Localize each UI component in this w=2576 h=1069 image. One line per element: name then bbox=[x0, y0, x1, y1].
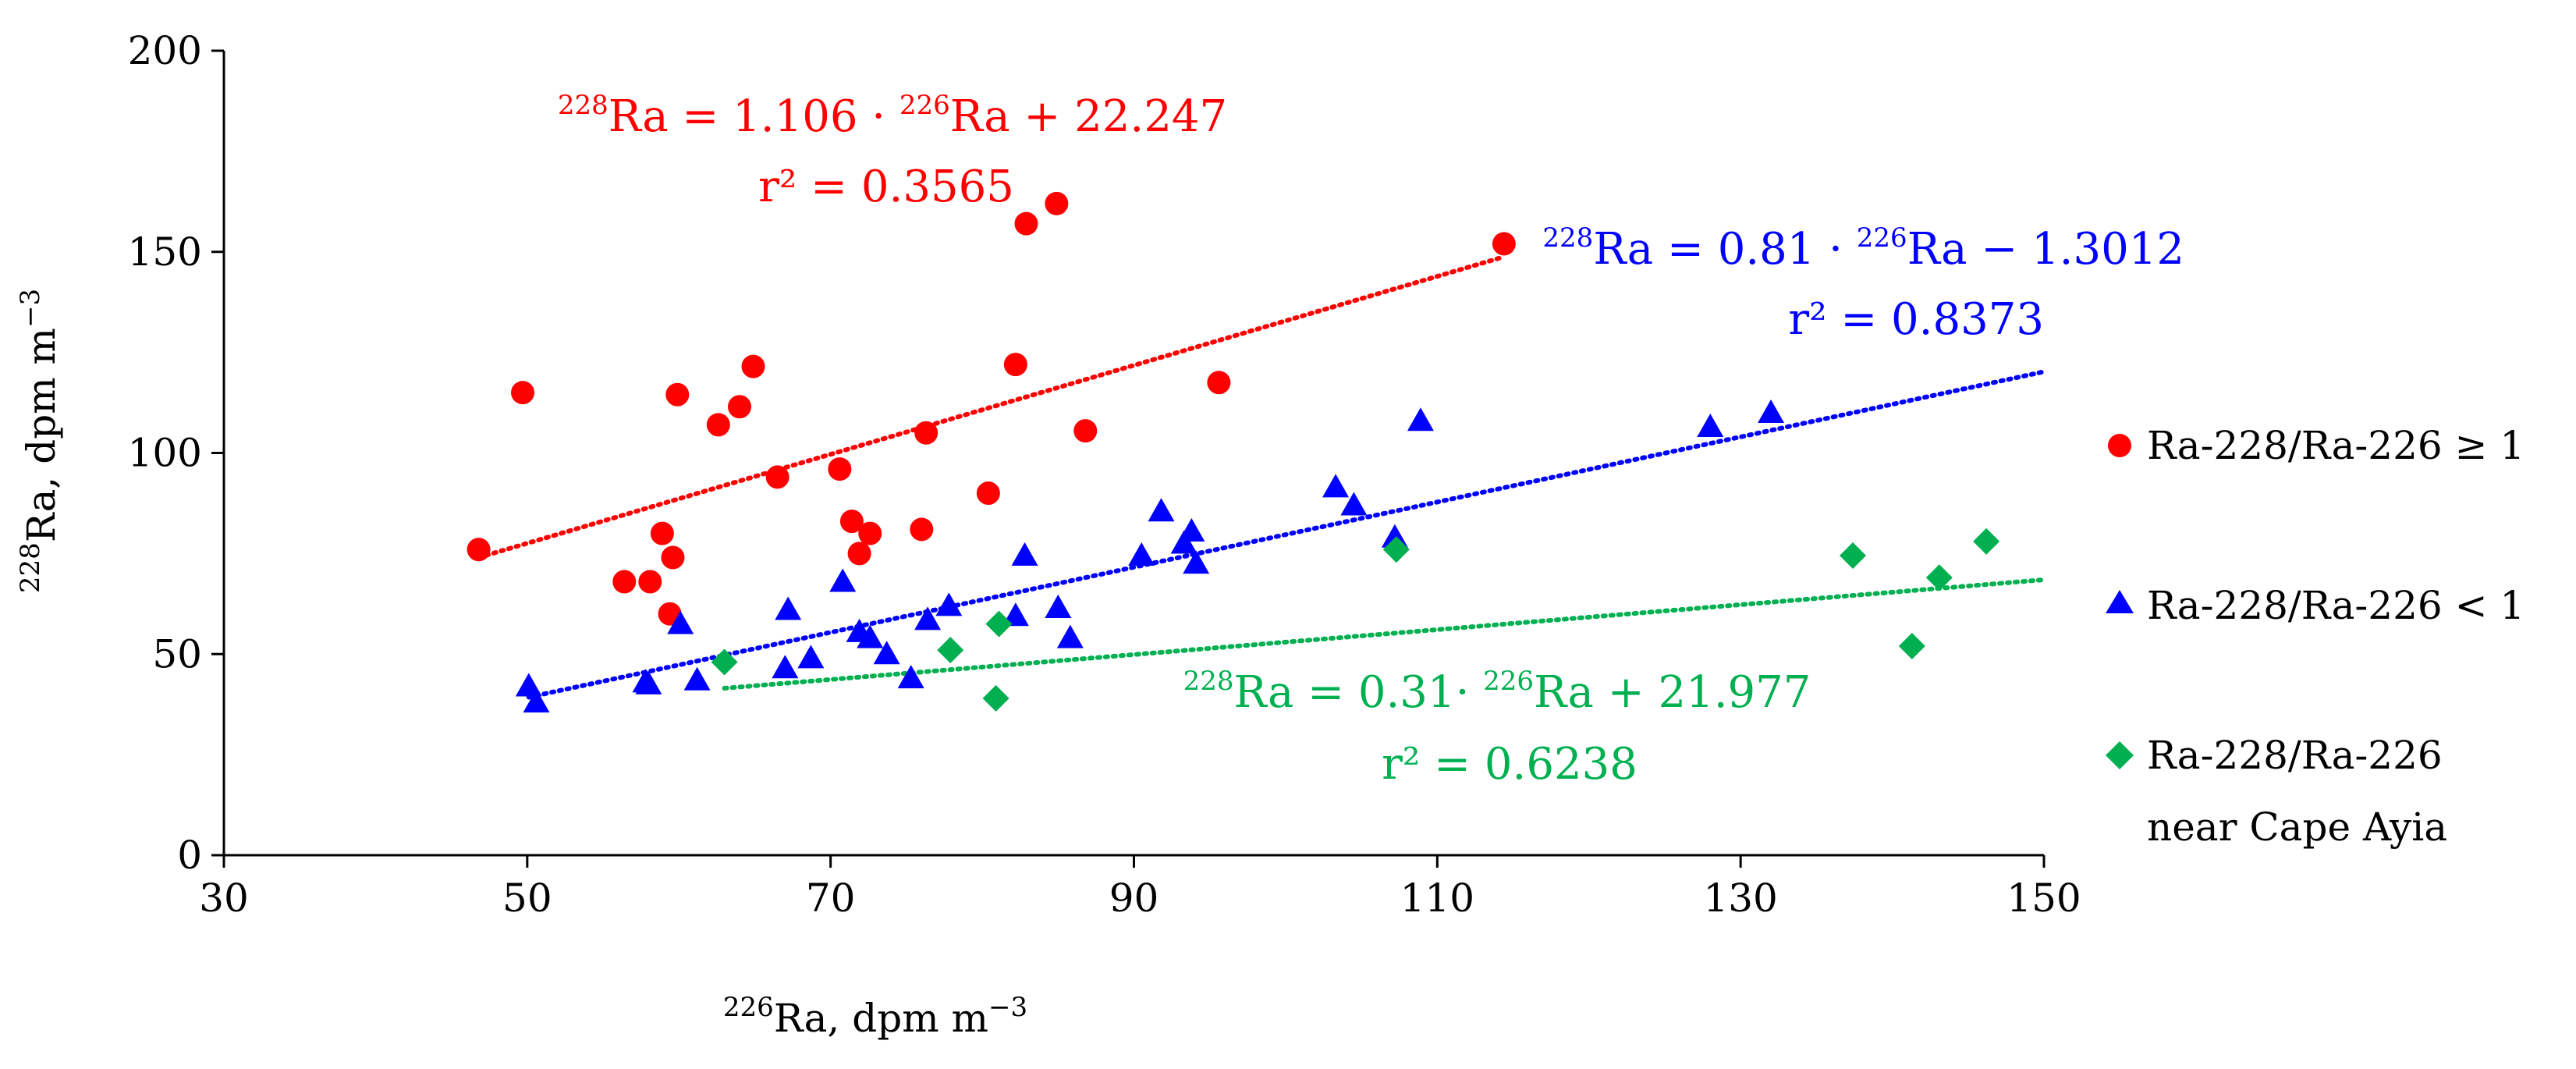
data-point-triangle bbox=[667, 610, 694, 634]
data-point-triangle bbox=[1407, 407, 1434, 432]
blue-trendline-r2: r² = 0.8373 bbox=[1788, 294, 2044, 345]
data-point-triangle bbox=[775, 596, 802, 620]
data-point-circle bbox=[1003, 353, 1027, 377]
legend-label-green-line2: near Cape Ayia bbox=[2147, 804, 2447, 850]
data-point-circle bbox=[847, 542, 871, 566]
x-tick-label: 150 bbox=[2007, 875, 2081, 921]
data-point-circle bbox=[706, 413, 730, 437]
data-point-diamond bbox=[711, 648, 738, 676]
y-tick-label: 150 bbox=[128, 229, 202, 275]
data-point-triangle bbox=[1322, 474, 1350, 498]
data-point-triangle bbox=[797, 645, 825, 669]
data-point-triangle bbox=[523, 689, 550, 713]
data-point-triangle bbox=[1178, 518, 1205, 542]
y-axis-title: 228Ra, dpm m−3 bbox=[15, 289, 64, 593]
data-point-triangle bbox=[1170, 530, 1198, 554]
data-point-circle bbox=[1014, 211, 1038, 236]
x-tick-label: 50 bbox=[502, 875, 552, 921]
data-point-circle bbox=[765, 465, 789, 489]
data-point-triangle bbox=[1045, 594, 1072, 618]
legend-label-green: Ra-228/Ra-226 bbox=[2147, 733, 2443, 778]
trendline-series-0 bbox=[476, 254, 1506, 560]
y-tick-label: 200 bbox=[128, 28, 202, 73]
data-point-circle bbox=[1492, 232, 1516, 256]
data-point-circle bbox=[1073, 419, 1098, 443]
data-points bbox=[467, 191, 2000, 713]
data-point-triangle bbox=[635, 670, 662, 694]
data-point-diamond bbox=[985, 610, 1013, 637]
legend-triangle-marker bbox=[2106, 590, 2134, 613]
green-trendline-r2: r² = 0.6238 bbox=[1382, 739, 1637, 790]
x-tick-label: 90 bbox=[1109, 875, 1159, 921]
data-point-circle bbox=[650, 521, 674, 545]
data-point-circle bbox=[728, 395, 752, 419]
data-point-triangle bbox=[1183, 550, 1210, 574]
data-point-triangle bbox=[1340, 492, 1368, 516]
data-point-circle bbox=[741, 354, 765, 378]
data-point-triangle bbox=[515, 673, 542, 697]
y-tick-label: 50 bbox=[152, 631, 202, 677]
red-trendline-r2: r² = 0.3565 bbox=[758, 162, 1014, 212]
legend: Ra-228/Ra-226 ≥ 1 Ra-228/Ra-226 < 1 Ra-2… bbox=[2106, 423, 2525, 850]
data-point-triangle bbox=[1002, 602, 1029, 627]
data-point-circle bbox=[665, 382, 690, 407]
data-point-triangle bbox=[1148, 498, 1175, 522]
data-point-circle bbox=[914, 421, 939, 445]
axes: 0 50 100 150 200 30 50 70 90 110 130 150 bbox=[128, 28, 2081, 921]
data-point-circle bbox=[1045, 191, 1069, 215]
trendline-series-1 bbox=[526, 369, 2046, 700]
data-point-diamond bbox=[982, 684, 1009, 712]
data-point-circle bbox=[511, 381, 535, 405]
data-point-triangle bbox=[873, 641, 900, 665]
legend-item-green: Ra-228/Ra-226 near Cape Ayia bbox=[2106, 733, 2447, 850]
data-point-diamond bbox=[1382, 536, 1410, 563]
data-point-circle bbox=[638, 570, 662, 594]
y-tick-label: 0 bbox=[177, 833, 202, 878]
data-point-diamond bbox=[937, 637, 964, 664]
data-point-diamond bbox=[1973, 527, 2000, 555]
green-trendline-equation: 228Ra = 0.31· 226Ra + 21.977 bbox=[1183, 666, 1811, 718]
y-tick-label: 100 bbox=[128, 431, 202, 476]
data-point-triangle bbox=[1056, 624, 1084, 648]
x-tick-label: 130 bbox=[1703, 875, 1777, 921]
data-point-triangle bbox=[857, 624, 884, 648]
data-point-triangle bbox=[935, 592, 963, 616]
data-point-triangle bbox=[914, 606, 942, 630]
legend-diamond-marker bbox=[2106, 741, 2134, 769]
x-axis-title: 226Ra, dpm m−3 bbox=[723, 992, 1027, 1041]
legend-circle-marker bbox=[2108, 434, 2131, 457]
data-point-circle bbox=[612, 570, 637, 594]
x-tick-label: 110 bbox=[1400, 875, 1474, 921]
legend-item-red: Ra-228/Ra-226 ≥ 1 bbox=[2108, 423, 2525, 468]
x-tick-label: 70 bbox=[806, 875, 856, 921]
data-point-circle bbox=[661, 545, 685, 570]
legend-label-blue: Ra-228/Ra-226 < 1 bbox=[2147, 583, 2525, 628]
data-point-triangle bbox=[1758, 399, 1785, 423]
data-point-triangle bbox=[1697, 413, 1724, 437]
data-point-circle bbox=[467, 538, 491, 562]
data-point-triangle bbox=[1011, 542, 1038, 566]
data-point-triangle bbox=[772, 655, 799, 679]
data-point-circle bbox=[858, 521, 882, 545]
data-point-triangle bbox=[1128, 542, 1155, 566]
data-point-triangle bbox=[897, 665, 924, 689]
data-point-circle bbox=[1207, 371, 1231, 395]
data-point-triangle bbox=[829, 568, 857, 592]
data-point-diamond bbox=[1925, 564, 1953, 591]
data-point-triangle bbox=[683, 666, 711, 691]
data-point-circle bbox=[976, 481, 1000, 506]
data-point-circle bbox=[910, 517, 934, 542]
legend-label-red: Ra-228/Ra-226 ≥ 1 bbox=[2147, 423, 2525, 468]
legend-item-blue: Ra-228/Ra-226 < 1 bbox=[2106, 583, 2525, 628]
data-point-diamond bbox=[1898, 632, 1925, 659]
data-point-circle bbox=[828, 457, 852, 481]
x-tick-label: 30 bbox=[199, 875, 249, 921]
data-point-diamond bbox=[1840, 542, 1867, 569]
data-point-circle bbox=[839, 510, 864, 534]
red-trendline-equation: 228Ra = 1.106 · 226Ra + 22.247 bbox=[558, 90, 1227, 142]
trendlines bbox=[476, 254, 2046, 700]
trendline-series-2 bbox=[722, 577, 2046, 691]
blue-trendline-equation: 228Ra = 0.81 · 226Ra − 1.3012 bbox=[1542, 222, 2184, 275]
